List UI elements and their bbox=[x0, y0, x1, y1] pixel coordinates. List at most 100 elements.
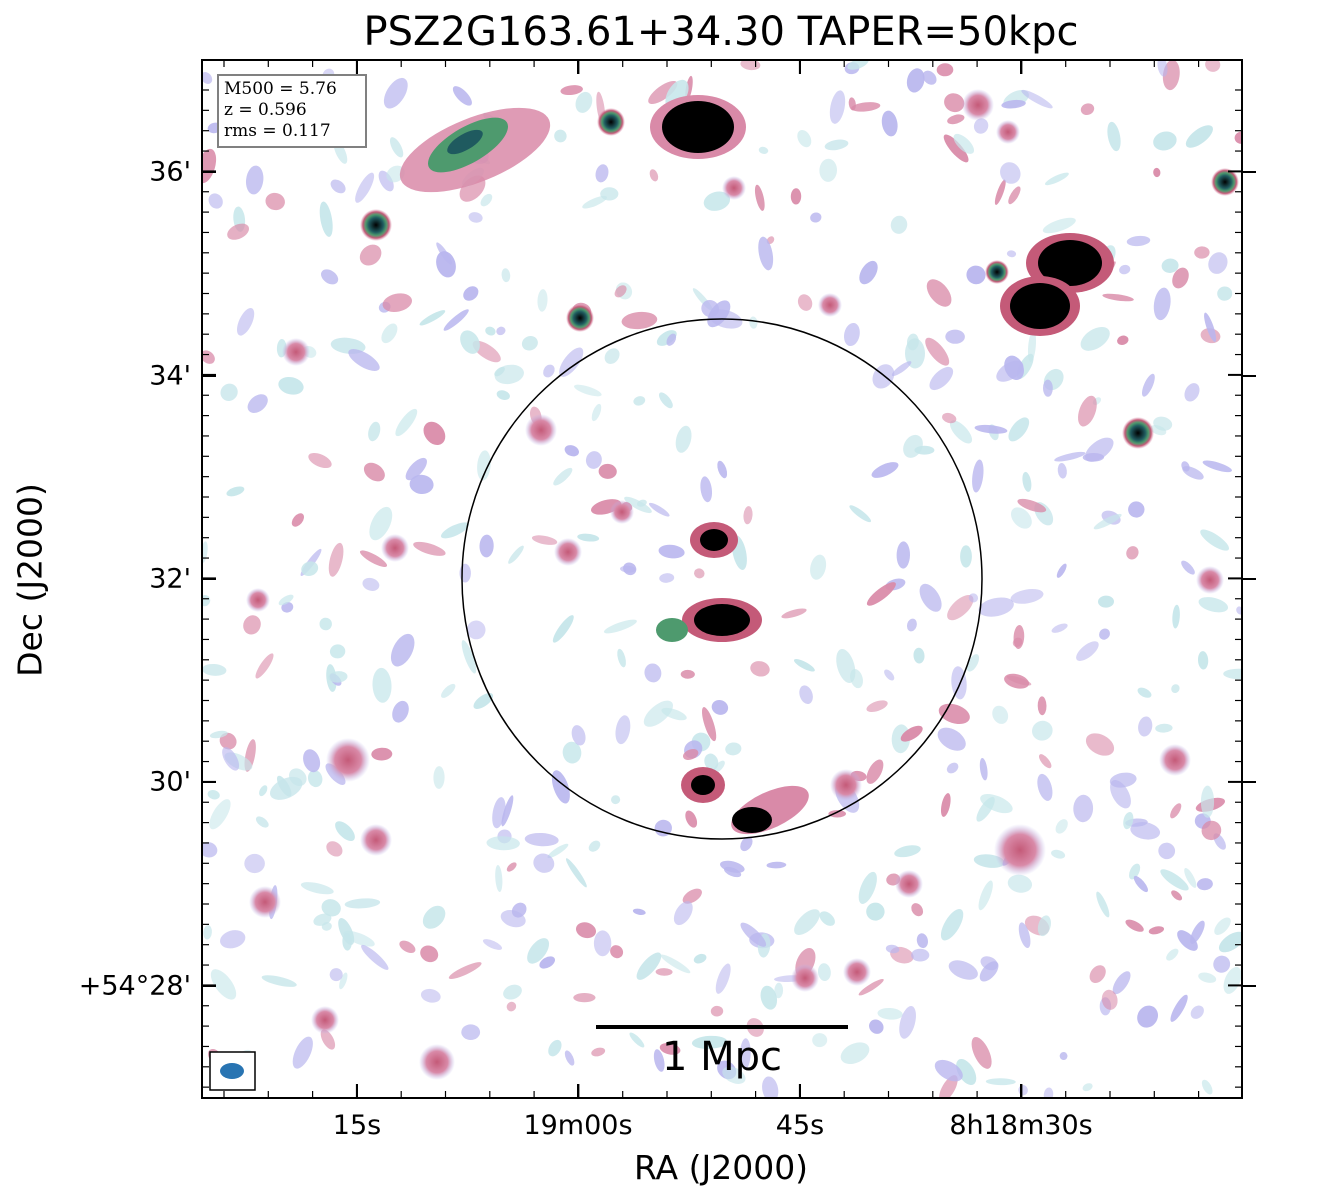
noise-blob bbox=[1123, 811, 1134, 830]
noise-blob bbox=[766, 861, 787, 869]
noise-blob bbox=[1099, 628, 1110, 640]
noise-blob bbox=[939, 1075, 958, 1098]
noise-blob bbox=[554, 129, 567, 143]
noise-blob bbox=[673, 901, 693, 926]
noise-blob bbox=[866, 582, 896, 606]
noise-blob bbox=[877, 1007, 903, 1020]
noise-blob bbox=[533, 853, 555, 873]
noise-blob bbox=[890, 215, 908, 234]
noise-blob bbox=[610, 945, 624, 959]
noise-blob bbox=[866, 902, 885, 921]
noise-blob bbox=[564, 1050, 575, 1066]
noise-blob bbox=[577, 533, 600, 542]
noise-blob bbox=[222, 747, 240, 771]
noise-blob bbox=[1198, 972, 1217, 983]
noise-blob bbox=[940, 793, 951, 817]
scale-bar-label: 1 Mpc bbox=[661, 1034, 783, 1080]
noise-blob bbox=[321, 899, 341, 917]
noise-blob bbox=[1037, 773, 1053, 801]
noise-blob bbox=[1181, 461, 1190, 472]
noise-blob bbox=[207, 789, 220, 800]
noise-blob bbox=[900, 725, 923, 742]
noise-blob bbox=[1004, 355, 1024, 380]
noise-blob bbox=[603, 619, 637, 634]
noise-blob bbox=[1000, 162, 1021, 184]
noise-blob bbox=[1166, 948, 1179, 961]
noise-blob bbox=[226, 486, 245, 497]
noise-blob bbox=[819, 911, 835, 926]
noise-blob bbox=[1160, 869, 1189, 891]
noise-blob bbox=[843, 322, 860, 347]
noise-blob bbox=[368, 421, 381, 442]
noise-blob bbox=[420, 945, 439, 963]
noise-blob bbox=[966, 265, 986, 285]
noise-blob bbox=[848, 97, 856, 111]
noise-blob bbox=[653, 1049, 665, 1072]
noise-blob bbox=[643, 700, 674, 727]
noise-blob bbox=[571, 725, 586, 746]
noise-blob bbox=[300, 882, 334, 895]
noise-blob bbox=[420, 988, 441, 1003]
noise-blob bbox=[495, 865, 503, 892]
noise-blob bbox=[659, 573, 675, 583]
x-tick-label: 45s bbox=[775, 1110, 825, 1141]
noise-blob bbox=[680, 669, 695, 679]
noise-blob bbox=[292, 1036, 313, 1069]
noise-blob bbox=[328, 542, 344, 577]
noise-blob bbox=[362, 577, 380, 591]
noise-blob bbox=[560, 85, 583, 96]
noise-blob bbox=[265, 192, 285, 211]
noise-blob bbox=[203, 925, 212, 940]
noise-blob bbox=[1043, 1087, 1054, 1098]
noise-blob bbox=[1031, 720, 1053, 741]
noise-blob bbox=[710, 1005, 724, 1017]
noise-blob bbox=[636, 952, 662, 980]
noise-blob bbox=[615, 715, 631, 745]
noise-blob bbox=[565, 858, 587, 888]
noise-blob bbox=[740, 922, 767, 947]
noise-blob bbox=[691, 1035, 728, 1049]
noise-blob bbox=[1006, 250, 1017, 258]
noise-blob bbox=[443, 309, 469, 331]
noise-blob bbox=[278, 594, 294, 606]
noise-blob bbox=[1181, 560, 1195, 575]
noise-blob bbox=[378, 170, 394, 192]
info-box: M500 = 5.76 z = 0.596 rms = 0.117 bbox=[217, 74, 367, 148]
noise-blob bbox=[946, 762, 959, 774]
noise-blob bbox=[758, 236, 774, 271]
noise-blob bbox=[278, 376, 304, 395]
x-tick-label: 8h18m30s bbox=[949, 1110, 1093, 1141]
noise-blob bbox=[1130, 822, 1161, 840]
noise-blob bbox=[220, 930, 246, 949]
noise-blob bbox=[1037, 915, 1051, 937]
noise-blob bbox=[503, 984, 522, 1000]
noise-blob bbox=[321, 269, 339, 285]
noise-blob bbox=[797, 129, 812, 148]
noise-blob bbox=[1080, 103, 1095, 116]
noise-blob bbox=[348, 348, 380, 372]
noise-blob bbox=[441, 683, 456, 698]
noise-blob bbox=[1003, 89, 1029, 109]
noise-blob bbox=[621, 311, 658, 330]
noise-blob bbox=[1027, 330, 1037, 362]
noise-blob bbox=[1001, 99, 1026, 109]
noise-blob bbox=[335, 821, 355, 841]
noise-blob bbox=[743, 506, 753, 525]
x-tick-label: 19m00s bbox=[523, 1110, 633, 1141]
noise-blob bbox=[1051, 849, 1066, 859]
noise-blob bbox=[604, 348, 620, 364]
noise-blob bbox=[1200, 529, 1230, 551]
noise-blob bbox=[985, 1078, 1016, 1086]
noise-blob bbox=[1138, 716, 1153, 737]
noise-blob bbox=[1107, 121, 1121, 152]
noise-blob bbox=[1204, 312, 1217, 342]
noise-blob bbox=[1170, 803, 1182, 819]
noise-blob bbox=[1051, 623, 1068, 633]
noise-blob bbox=[527, 938, 550, 964]
noise-blob bbox=[381, 323, 398, 344]
noise-blob bbox=[492, 797, 506, 829]
noise-blob bbox=[799, 685, 813, 705]
noise-blob bbox=[1011, 507, 1032, 529]
noise-blob bbox=[943, 134, 969, 163]
noise-blob bbox=[202, 842, 218, 858]
